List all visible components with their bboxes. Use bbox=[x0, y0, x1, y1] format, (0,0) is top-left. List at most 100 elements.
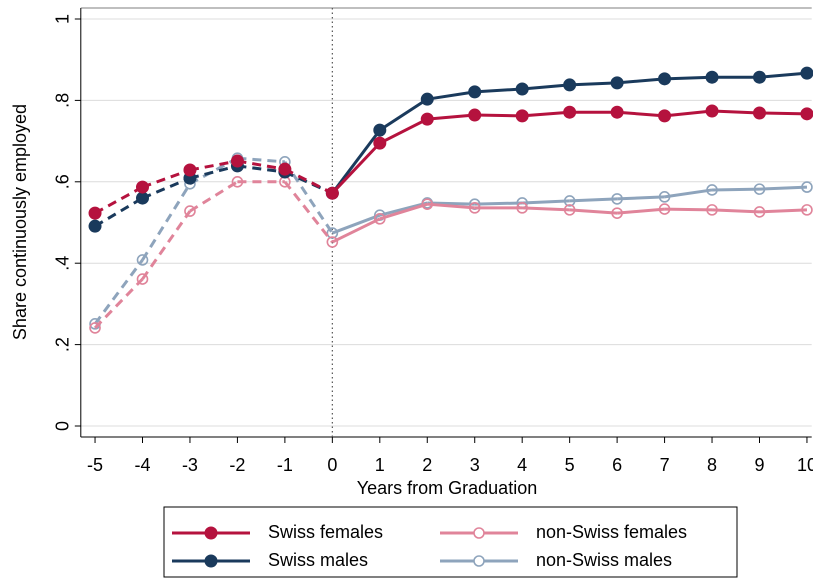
point bbox=[326, 236, 339, 248]
point bbox=[136, 254, 149, 266]
line-segment bbox=[331, 142, 381, 195]
line-segment bbox=[711, 208, 760, 214]
line-segment bbox=[284, 170, 333, 195]
line-segment bbox=[522, 206, 570, 212]
line-segment bbox=[617, 195, 665, 201]
point bbox=[230, 154, 244, 168]
line-segment bbox=[427, 201, 475, 206]
line-segment bbox=[427, 113, 475, 121]
point bbox=[658, 109, 672, 123]
line-segment bbox=[93, 278, 144, 329]
point bbox=[800, 66, 813, 80]
point bbox=[706, 184, 718, 196]
point bbox=[516, 202, 528, 214]
y-tick-label: 0 bbox=[53, 421, 73, 431]
point bbox=[658, 191, 671, 203]
line-segment bbox=[569, 197, 618, 203]
point bbox=[89, 322, 101, 334]
x-tick-label: 8 bbox=[707, 455, 717, 475]
legend-label: Swiss males bbox=[268, 550, 368, 570]
point bbox=[752, 70, 766, 84]
legend-marker bbox=[473, 527, 485, 539]
point bbox=[421, 198, 434, 210]
line-segment bbox=[331, 217, 381, 244]
point bbox=[88, 219, 102, 233]
y-axis-label: Share continuously employed bbox=[10, 104, 30, 340]
line-segment bbox=[237, 164, 286, 174]
line-segment bbox=[474, 87, 523, 94]
point bbox=[563, 105, 577, 119]
x-tick-label: -1 bbox=[277, 455, 293, 475]
line-segment bbox=[712, 187, 760, 192]
point bbox=[135, 191, 149, 205]
line-segment bbox=[94, 185, 144, 215]
point bbox=[801, 204, 813, 216]
point bbox=[610, 105, 624, 119]
point bbox=[563, 204, 576, 216]
point bbox=[515, 82, 529, 96]
point bbox=[373, 136, 387, 150]
legend-marker bbox=[473, 555, 485, 567]
line-segment bbox=[189, 159, 238, 172]
line-segment bbox=[283, 180, 334, 243]
point bbox=[706, 204, 718, 216]
line-segment bbox=[378, 97, 429, 132]
line-segment bbox=[569, 81, 618, 87]
point bbox=[800, 107, 813, 121]
point bbox=[135, 180, 149, 194]
point bbox=[326, 227, 339, 239]
point bbox=[563, 195, 576, 207]
line-segment bbox=[189, 156, 239, 186]
point bbox=[420, 112, 434, 126]
line-segment bbox=[759, 111, 807, 116]
point bbox=[611, 207, 623, 219]
point bbox=[753, 206, 766, 218]
point bbox=[801, 181, 813, 193]
x-tick-label: -3 bbox=[182, 455, 198, 475]
line-segment bbox=[474, 201, 523, 206]
point bbox=[374, 213, 386, 225]
line-segment bbox=[427, 202, 475, 210]
point bbox=[231, 175, 244, 188]
legend-label: non-Swiss males bbox=[536, 550, 672, 570]
y-tick-label: .4 bbox=[53, 256, 73, 271]
line-segment bbox=[664, 188, 713, 199]
line-segment bbox=[711, 109, 760, 115]
line-segment bbox=[189, 164, 238, 180]
line-segment bbox=[189, 180, 239, 213]
line-segment bbox=[759, 185, 808, 191]
line-segment bbox=[759, 71, 808, 79]
line-segment bbox=[379, 201, 428, 217]
line-segment bbox=[664, 207, 713, 212]
x-tick-label: 7 bbox=[660, 455, 670, 475]
line-segment bbox=[569, 208, 618, 215]
y-tick-label: .2 bbox=[53, 337, 73, 352]
point bbox=[705, 104, 719, 118]
point bbox=[468, 202, 481, 214]
point bbox=[611, 193, 623, 205]
x-tick-label: 9 bbox=[754, 455, 764, 475]
y-tick-label: .8 bbox=[53, 93, 73, 108]
point bbox=[136, 273, 149, 285]
line-segment bbox=[522, 83, 570, 91]
line-segment bbox=[664, 75, 713, 81]
line-segment bbox=[616, 77, 665, 85]
line-segment bbox=[94, 196, 144, 228]
line-segment bbox=[237, 156, 285, 164]
line-segment bbox=[616, 110, 665, 118]
line-segment bbox=[141, 168, 191, 189]
point bbox=[705, 70, 719, 84]
point bbox=[468, 108, 482, 122]
x-tick-label: 1 bbox=[375, 455, 385, 475]
line-segment bbox=[522, 110, 570, 118]
point bbox=[420, 92, 434, 106]
point bbox=[183, 163, 197, 177]
line-segment bbox=[237, 159, 286, 171]
x-tick-label: -5 bbox=[87, 455, 103, 475]
point bbox=[752, 106, 766, 120]
x-tick-label: 5 bbox=[565, 455, 575, 475]
line-segment bbox=[616, 207, 665, 215]
legend-marker bbox=[204, 554, 218, 568]
